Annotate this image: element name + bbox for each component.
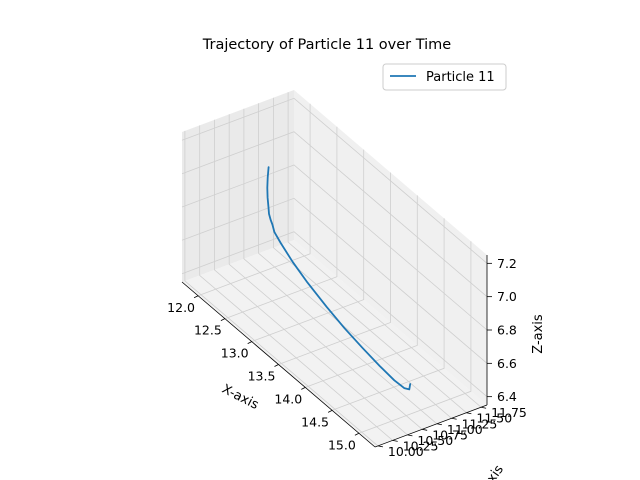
tick-marks xyxy=(193,262,492,448)
x-grid-line xyxy=(251,149,365,342)
y-grid-line xyxy=(272,97,467,414)
y-grid-line xyxy=(287,92,482,408)
y-grid-line xyxy=(243,108,438,425)
z-tick-label: 7.2 xyxy=(497,256,517,271)
x-tick-label: 15.0 xyxy=(328,437,356,452)
y-grid-line xyxy=(199,125,393,441)
y-tick-label: 11.25 xyxy=(462,416,498,431)
legend-frame xyxy=(382,63,507,91)
z-grid-line xyxy=(181,164,488,331)
x-tick-mark xyxy=(354,432,360,436)
y-grid-line xyxy=(258,103,452,419)
series-lines xyxy=(266,166,412,391)
x-tick-mark xyxy=(327,409,333,413)
y-tick-label: 11.75 xyxy=(491,405,527,420)
y-tick-label: 10.50 xyxy=(417,433,453,448)
x-tick-label: 12.0 xyxy=(167,300,195,315)
y-tick-label: 10.75 xyxy=(432,427,468,442)
z-axis-label: Z-axis xyxy=(531,314,546,354)
legend-label: Particle 11 xyxy=(426,70,495,85)
y-tick-mark xyxy=(422,428,428,431)
y-grid-line xyxy=(228,114,423,430)
x-grid-line xyxy=(278,172,391,365)
x-grid-line xyxy=(224,126,338,320)
y-axis-line xyxy=(374,404,488,448)
y-tick-mark xyxy=(436,423,442,426)
x-tick-mark xyxy=(247,341,252,344)
y-tick-mark xyxy=(481,406,487,409)
y-tick-mark xyxy=(451,417,457,420)
z-grid-line xyxy=(181,231,488,398)
x-grid-line xyxy=(305,195,418,388)
x-tick-label: 14.0 xyxy=(274,391,302,406)
chart-title: Trajectory of Particle 11 over Time xyxy=(202,37,452,53)
x-grid-line xyxy=(197,103,311,297)
legend: Particle 11 xyxy=(382,63,507,91)
x-tick-label: 14.5 xyxy=(301,414,329,429)
y-tick-label: 10.25 xyxy=(403,438,439,453)
x-tick-label: 13.5 xyxy=(248,369,276,384)
z-grid-line xyxy=(181,97,488,264)
y-tick-label: 10.00 xyxy=(388,444,424,459)
z-tick-label: 6.6 xyxy=(497,356,517,371)
y-tick-label: 11.00 xyxy=(447,422,483,437)
x-grid-line xyxy=(358,241,472,434)
y-tick-mark xyxy=(466,412,472,415)
tick-labels: 12.0 12.5 13.0 13.5 14.0 14.5 15.0 10.0010.2510… xyxy=(167,256,527,459)
x-tick-mark xyxy=(220,318,226,322)
z-tick-label: 6.4 xyxy=(497,389,517,404)
y-grid-line xyxy=(213,119,408,436)
z-grid-line xyxy=(181,131,488,298)
z-grid-line xyxy=(181,197,488,364)
x-tick-mark xyxy=(274,364,279,367)
y-tick-mark xyxy=(407,434,413,437)
x-tick-mark xyxy=(193,295,199,299)
x-tick-label: 12.5 xyxy=(194,323,222,338)
y-grid-line xyxy=(184,130,379,447)
x-grid-line xyxy=(331,218,445,411)
y-tick-mark xyxy=(392,439,398,442)
z-tick-label: 6.8 xyxy=(497,323,517,338)
y-tick-label: 11.50 xyxy=(476,411,512,426)
series-line xyxy=(266,166,412,391)
y-tick-mark xyxy=(377,445,384,448)
x-tick-label: 13.0 xyxy=(221,346,249,361)
z-tick-label: 7.0 xyxy=(497,289,517,304)
grid-lines xyxy=(181,92,488,447)
x-tick-mark xyxy=(301,387,306,390)
